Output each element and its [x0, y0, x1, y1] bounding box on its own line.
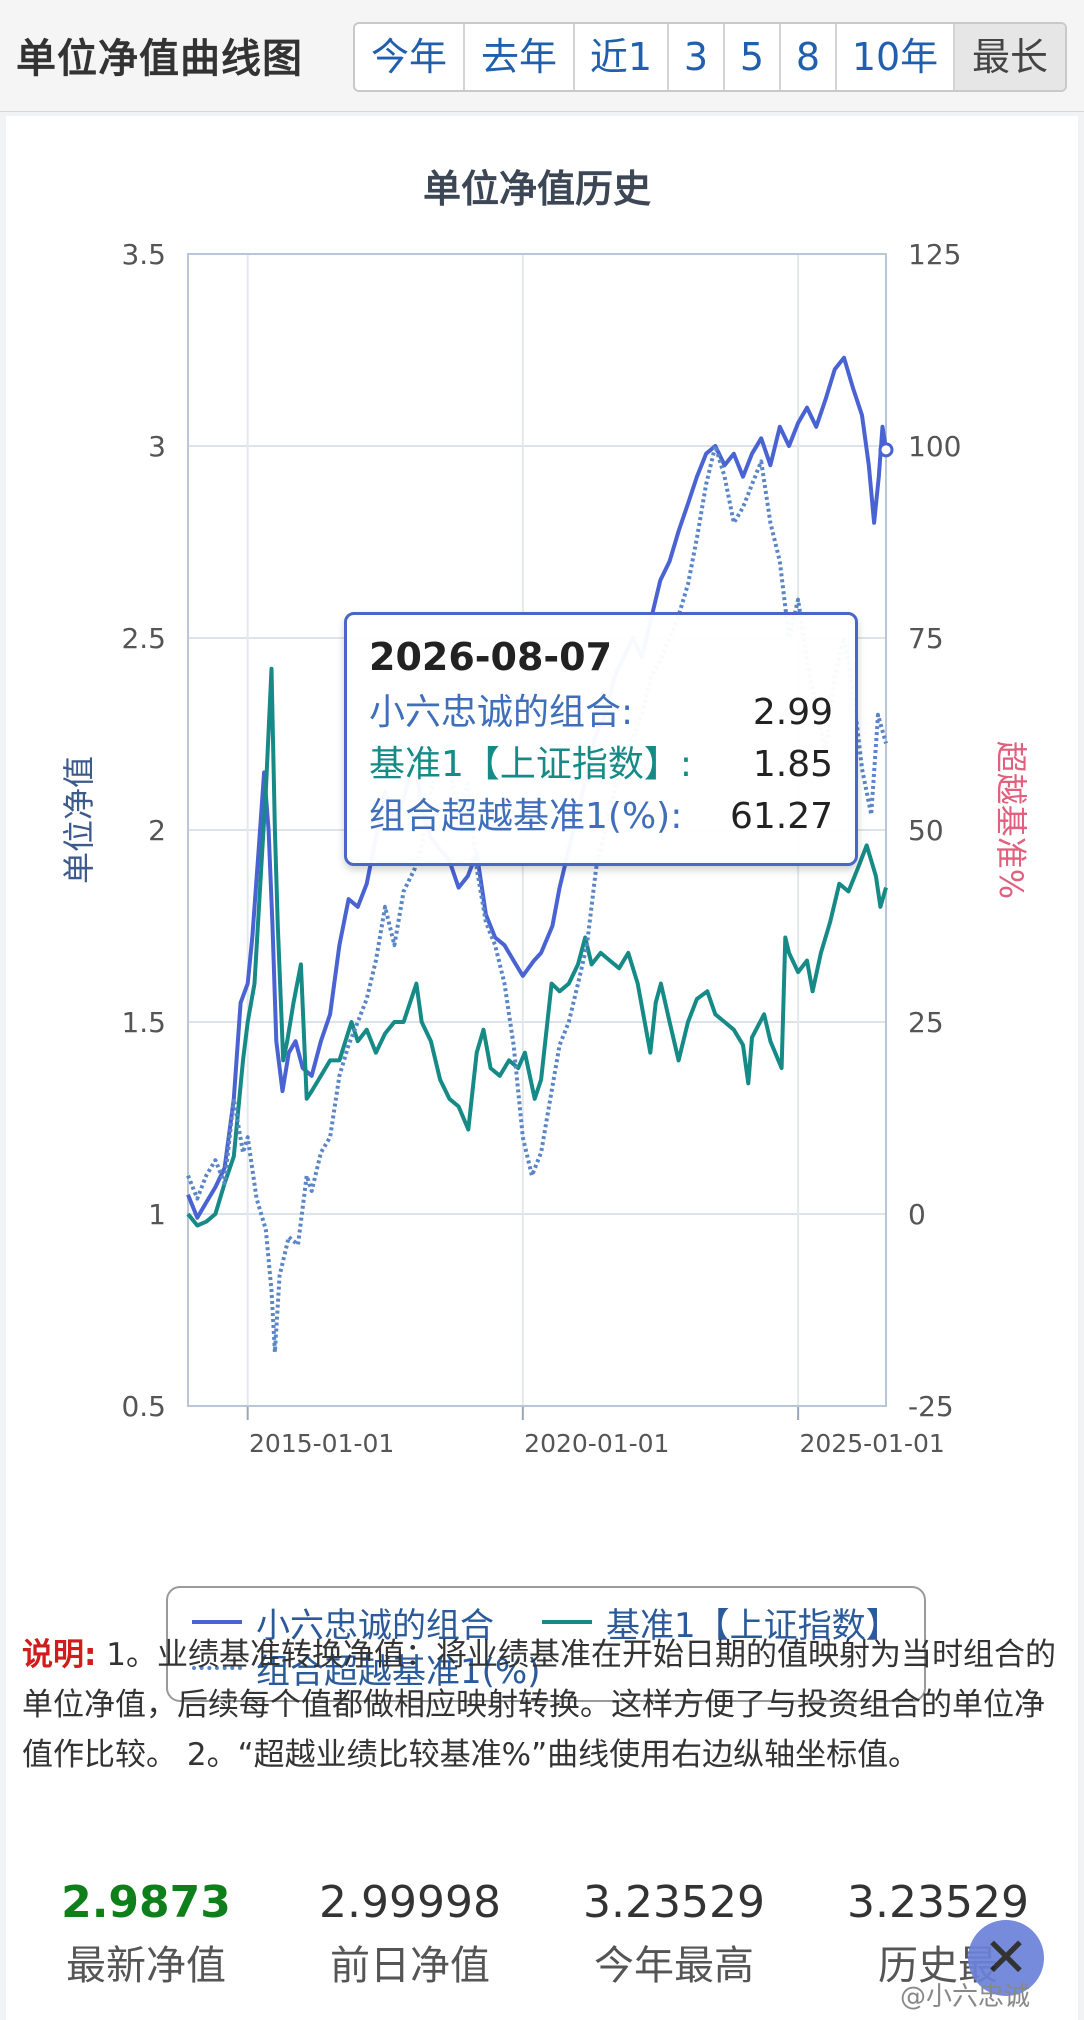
legend-item-excess[interactable]: 组合超越基准1(%) — [192, 1646, 541, 1692]
range-tab[interactable]: 3 — [669, 24, 725, 90]
y2-tick-label: 25 — [908, 1006, 944, 1039]
y2-tick-label: 75 — [908, 622, 944, 655]
stat-previous-nav: 2.99998 前日净值 — [290, 1870, 530, 1996]
legend-item-portfolio[interactable]: 小六忠诚的组合 — [192, 1600, 494, 1646]
stat-latest-nav: 2.9873 最新净值 — [26, 1870, 266, 1996]
legend-item-benchmark[interactable]: 基准1【上证指数】 — [542, 1600, 900, 1646]
range-tab[interactable]: 今年 — [355, 24, 465, 90]
x-tick-label: 2015-01-01 — [249, 1429, 394, 1458]
chart-card: 单位净值历史 0.5 1 1.5 2 2.5 3 3.5 -25 0 25 50 75 100 125 201… — [6, 116, 1078, 2020]
chart-tooltip: 2026-08-07 小六忠诚的组合: 2.99 基准1【上证指数】: 1.85… — [344, 612, 858, 866]
stat-year-high: 3.23529 今年最高 — [554, 1870, 794, 1996]
y2-tick-label: 125 — [908, 238, 961, 271]
y-tick-label: 3 — [148, 430, 166, 463]
tooltip-series-value: 2.99 — [752, 692, 833, 733]
y-tick-label: 3.5 — [121, 238, 166, 271]
stat-value: 2.99998 — [319, 1877, 501, 1928]
tooltip-series-name: 组合超越基准1(%): — [369, 796, 683, 837]
legend-swatch-solid — [192, 1620, 242, 1624]
series-line-portfolio — [186, 355, 888, 1220]
notes-text: 1。业绩基准转换净值：将业绩基准在开始日期的值映射为当时组合的单位净值，后续每个… — [22, 1637, 1056, 1773]
notes: 说明: 1。业绩基准转换净值：将业绩基准在开始日期的值映射为当时组合的单位净值，… — [22, 1630, 1062, 1780]
stat-label: 前日净值 — [330, 1943, 490, 1989]
notes-label: 说明: — [22, 1637, 97, 1673]
y-tick-label: 2.5 — [121, 622, 166, 655]
y2-tick-label: -25 — [908, 1390, 954, 1423]
range-tab[interactable]: 8 — [781, 24, 837, 90]
series-line-benchmark — [186, 666, 888, 1228]
tooltip-row-benchmark: 基准1【上证指数】: 1.85 — [369, 739, 833, 791]
page-title: 单位净值曲线图 — [16, 36, 303, 82]
y2-axis-title: 超越基准% — [992, 741, 1030, 899]
y-axis-title: 单位净值 — [60, 756, 98, 884]
plot-frame — [187, 253, 887, 1407]
tooltip-date: 2026-08-07 — [369, 635, 613, 679]
stat-value: 3.23529 — [847, 1877, 1029, 1928]
x-tick-label: 2020-01-01 — [524, 1429, 669, 1458]
header: 单位净值曲线图 今年 去年 近1 3 5 8 10年 最长 — [0, 0, 1084, 112]
range-tab[interactable]: 10年 — [837, 24, 955, 90]
tooltip-series-name: 基准1【上证指数】: — [369, 744, 693, 785]
tooltip-series-value: 61.27 — [729, 796, 833, 837]
tooltip-row-excess: 组合超越基准1(%): 61.27 — [369, 791, 833, 843]
range-tab[interactable]: 近1 — [575, 24, 669, 90]
y2-tick-label: 0 — [908, 1198, 926, 1231]
range-tabs: 今年 去年 近1 3 5 8 10年 最长 — [353, 22, 1067, 92]
stat-value: 3.23529 — [583, 1877, 765, 1928]
tooltip-series-value: 1.85 — [752, 744, 833, 785]
legend-label: 组合超越基准1(%) — [256, 1651, 541, 1692]
hover-point-marker — [878, 442, 894, 458]
y-tick-label: 1 — [148, 1198, 166, 1231]
legend-label: 基准1【上证指数】 — [606, 1605, 900, 1646]
series-line-excess — [186, 444, 888, 1355]
range-tab[interactable]: 最长 — [955, 24, 1065, 90]
legend-swatch-solid — [542, 1620, 592, 1624]
y2-tick-label: 50 — [908, 814, 944, 847]
legend-label: 小六忠诚的组合 — [256, 1605, 494, 1646]
close-icon: ✕ — [983, 1926, 1029, 1989]
close-button[interactable]: ✕ — [968, 1920, 1044, 1996]
watermark: @小六忠诚 — [900, 1982, 1031, 2012]
range-tab[interactable]: 去年 — [465, 24, 575, 90]
tooltip-series-name: 小六忠诚的组合: — [369, 692, 634, 733]
legend-swatch-dotted — [192, 1666, 242, 1670]
y-tick-label: 0.5 — [121, 1390, 166, 1423]
range-tab[interactable]: 5 — [725, 24, 781, 90]
stat-label: 今年最高 — [594, 1943, 754, 1989]
y-tick-label: 1.5 — [121, 1006, 166, 1039]
stat-value: 2.9873 — [61, 1877, 231, 1928]
y-tick-label: 2 — [148, 814, 166, 847]
chart-title: 单位净值历史 — [423, 167, 651, 211]
x-tick-label: 2025-01-01 — [799, 1429, 944, 1458]
chart-legend: 小六忠诚的组合 基准1【上证指数】 组合超越基准1(%) — [166, 1586, 926, 1702]
tooltip-row-portfolio: 小六忠诚的组合: 2.99 — [369, 687, 833, 739]
y2-tick-label: 100 — [908, 430, 961, 463]
stat-label: 最新净值 — [66, 1943, 226, 1989]
